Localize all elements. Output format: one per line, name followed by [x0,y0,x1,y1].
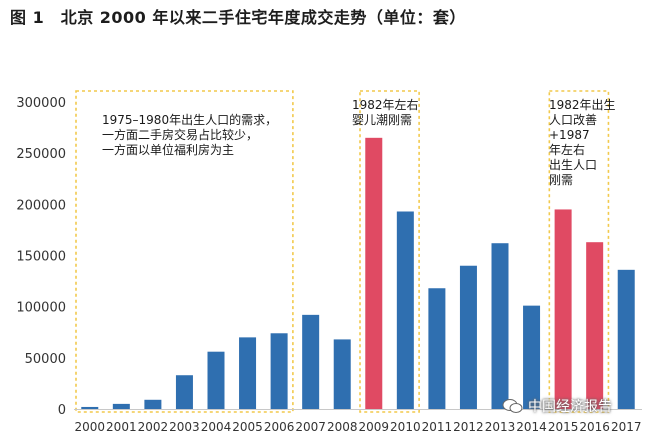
bar-2002 [144,399,162,409]
y-tick-label: 300000 [16,96,66,111]
y-tick-label: 50000 [25,352,66,367]
bar-2012 [459,265,477,409]
chart-title: 图 1 北京 2000 年以来二手住宅年度成交走势（单位：套） [10,8,466,27]
x-axis-labels: 2000 2001 2002 2003 2004 2005 2006 2007 2008 2009… [75,420,642,434]
x-tick-label: 2013 [485,420,516,434]
annotation-1982-baby-boom: 1982年左右 婴儿潮刚需 [352,98,419,127]
bar-2005 [239,337,257,409]
x-tick-label: 2016 [579,420,610,434]
bar-2004 [207,351,225,409]
y-tick-label: 200000 [16,198,66,213]
x-tick-label: 2010 [390,420,421,434]
bar-2000 [81,406,99,409]
bar-2017 [617,269,635,409]
annotation-box-2 [359,90,420,413]
y-tick-label: 250000 [16,147,66,162]
bar-2010 [396,211,414,409]
x-tick-label: 2003 [169,420,200,434]
bars [81,137,635,410]
x-tick-label: 2002 [138,420,169,434]
x-tick-label: 2009 [359,420,390,434]
bar-2013 [491,243,509,409]
bar-2016 [586,242,604,409]
annotation-1975-1980: 1975–1980年出生人口的需求， 一方面二手房交易占比较少， 一方面以单位福… [102,113,278,157]
x-tick-label: 2012 [453,420,484,434]
x-tick-label: 2015 [548,420,579,434]
bar-2007 [302,314,320,409]
annotation-boxes [75,90,610,413]
x-tick-label: 2011 [422,420,453,434]
annotation-box-1 [75,90,294,413]
annotation-box-3 [548,90,610,413]
x-tick-label: 2004 [201,420,232,434]
x-tick-label: 2001 [106,420,137,434]
bar-2011 [428,288,446,409]
x-tick-label: 2005 [232,420,263,434]
y-tick-label: 100000 [16,301,66,316]
annotation-1982-1987: 1982年出生 人口改善 +1987 年左右 出生人口 刚需 [549,98,616,187]
y-axis-labels: 300000 250000 200000 150000 100000 50000 0 [16,96,66,418]
watermark-text: 中国经济报告 [528,399,612,415]
bar-2008 [333,339,351,409]
bar-2006 [270,333,288,409]
bar-2003 [175,375,193,409]
bar-2009 [365,137,383,410]
watermark: 中国经济报告 [502,396,612,416]
bar-2014 [523,305,541,409]
bar-2015 [554,209,572,409]
x-tick-label: 2014 [516,420,547,434]
bar-2001 [112,403,130,409]
y-tick-label: 0 [58,403,66,418]
x-tick-label: 2007 [295,420,326,434]
x-tick-label: 2000 [75,420,106,434]
wechat-icon [502,399,523,413]
y-tick-label: 150000 [16,250,66,265]
x-tick-label: 2008 [327,420,358,434]
x-tick-label: 2006 [264,420,295,434]
x-tick-label: 2017 [611,420,642,434]
